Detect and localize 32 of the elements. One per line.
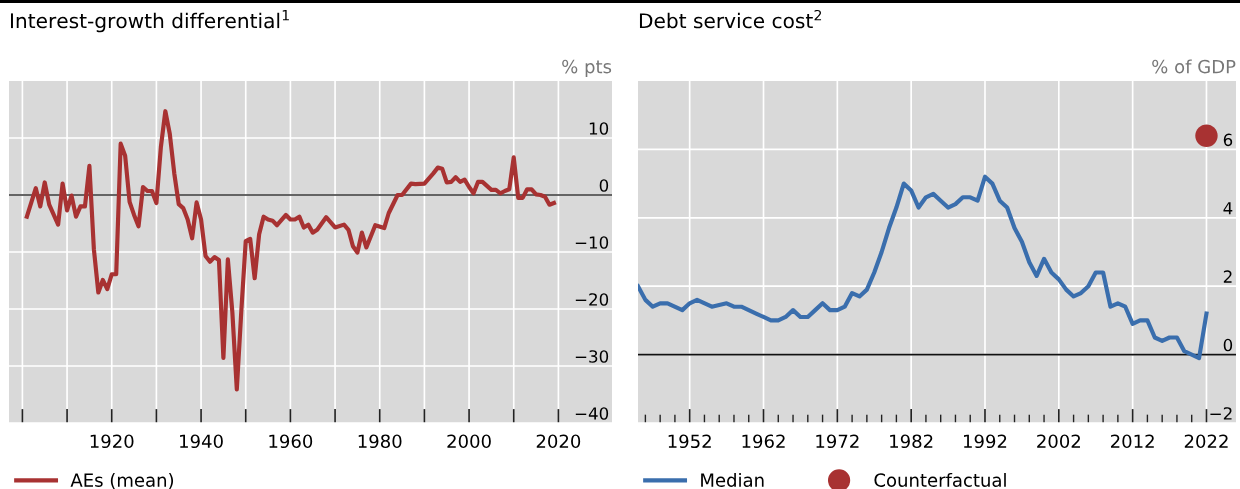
x-tick-label: 2012 bbox=[1110, 434, 1154, 449]
x-tick-label: 1980 bbox=[358, 434, 402, 449]
y-tick-label: 10 bbox=[589, 122, 609, 135]
x-tick-label: 1960 bbox=[269, 434, 313, 449]
y-tick-label: 0 bbox=[599, 179, 609, 192]
chart-title: Debt service cost$^{2}$ bbox=[639, 9, 822, 29]
x-tick-label: 2022 bbox=[1184, 434, 1228, 449]
x-tick-label: 2020 bbox=[536, 434, 581, 449]
y-axis-title: % of GDP bbox=[1152, 59, 1236, 74]
y-tick-label: 0 bbox=[1223, 338, 1233, 352]
legend-label: AEs (mean) bbox=[70, 472, 174, 489]
x-tick-label: 1962 bbox=[742, 434, 785, 449]
y-tick-label: −2 bbox=[1210, 407, 1232, 420]
y-axis-title: % pts bbox=[562, 59, 612, 77]
x-tick-label: 2002 bbox=[1037, 434, 1080, 449]
x-tick-label: 1920 bbox=[90, 434, 134, 449]
x-tick-label: 1992 bbox=[964, 434, 1007, 449]
y-tick-label: −10 bbox=[575, 236, 609, 249]
x-tick-label: 1972 bbox=[816, 434, 859, 449]
y-tick-label: 2 bbox=[1223, 270, 1232, 283]
y-tick-label: −30 bbox=[575, 350, 609, 363]
chart-title: Interest-growth differential$^{1}$ bbox=[10, 10, 289, 33]
y-tick-label: −20 bbox=[575, 293, 609, 306]
x-tick-label: 1952 bbox=[668, 434, 711, 449]
x-tick-label: 2000 bbox=[447, 434, 491, 449]
x-tick-label: 1940 bbox=[180, 434, 223, 449]
x-tick-label: 1982 bbox=[890, 434, 933, 449]
y-tick-label: 6 bbox=[1223, 133, 1233, 147]
legend-label: Median bbox=[701, 472, 764, 487]
legend-label: Counterfactual bbox=[874, 472, 1006, 487]
y-tick-label: −40 bbox=[575, 407, 609, 420]
y-tick-label: 4 bbox=[1223, 202, 1233, 215]
